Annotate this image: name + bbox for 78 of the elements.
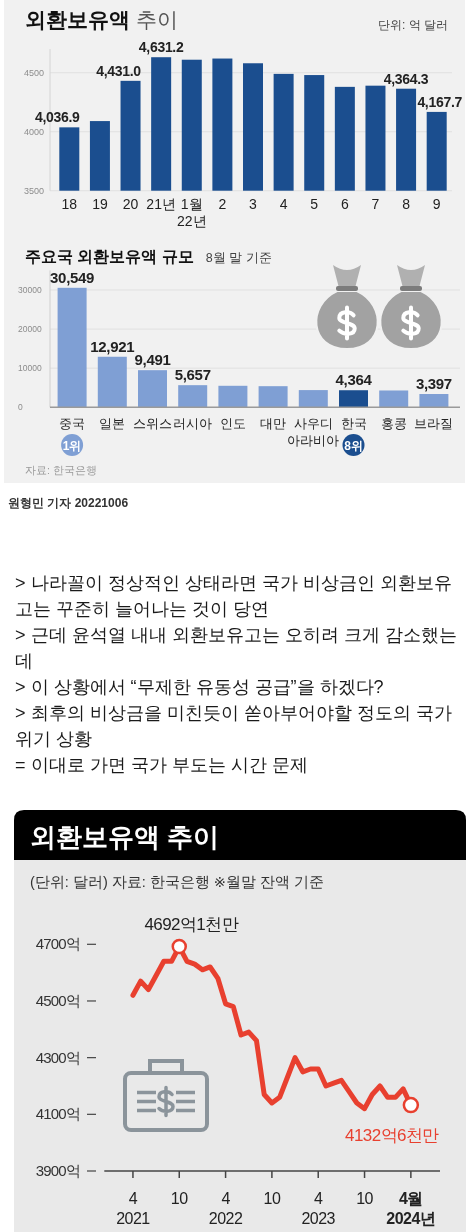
chart-subtitle: 8월 말 기준 (205, 251, 272, 265)
x-tick-label: 4 2022 (208, 1190, 243, 1227)
text: = 이대로 가면 국가 부도는 시간 문제 (15, 754, 309, 777)
annotation: 4132억6천만 (345, 1126, 440, 1146)
bar (178, 385, 208, 408)
y-tick-label: 4500 (24, 67, 45, 78)
x-tick-label: 4 2023 (301, 1190, 336, 1227)
x-tick-label: 4월 2024년 (386, 1190, 436, 1227)
x-tick-label: 1월 22년 (176, 196, 207, 229)
x-tick-label: 5 (310, 196, 319, 212)
data-label: 4,036.9 (35, 109, 81, 126)
y-tick-label: 30000 (18, 284, 42, 295)
x-tick-label: 브라질 (414, 416, 454, 431)
chart-subtitle: 단위: 억 달러 (377, 18, 448, 32)
data-label: 30,549 (50, 268, 95, 286)
y-tick-label: 3900억 (35, 1162, 80, 1179)
text: 원형민 기자 20221006 (8, 496, 129, 510)
y-tick-label: 0 (18, 402, 23, 413)
y-tick-label: 10000 (18, 363, 42, 374)
bar (97, 356, 127, 408)
x-tick-label: 9 (432, 196, 441, 212)
data-label: 4,167.7 (417, 93, 463, 110)
data-label: 4,631.2 (138, 39, 184, 56)
text: > 이 상황에서 “무제한 유동성 공급”을 하겠다? (15, 676, 385, 699)
y-tick-label: 4700억 (35, 935, 80, 953)
bar (258, 386, 288, 408)
data-label: 4,364 (335, 371, 373, 389)
x-tick-label: 19 (92, 196, 108, 212)
bar (379, 390, 409, 408)
x-tick-label: 2 (218, 196, 227, 212)
bar (419, 394, 449, 408)
chart-title: 외환보유액 추이 (25, 8, 178, 31)
x-tick-label: 18 (61, 196, 78, 212)
y-tick-label: 4100억 (35, 1105, 80, 1123)
y-tick-label: 4300억 (35, 1048, 80, 1066)
x-tick-label: 10 (170, 1190, 189, 1207)
x-tick-label: 중국 (59, 416, 86, 431)
x-tick-label: 일본 (99, 416, 126, 431)
x-tick-label: 20 (122, 196, 139, 212)
x-tick-label: 한국 (340, 416, 367, 431)
x-tick-label: 인도 (219, 416, 246, 431)
bar (138, 370, 167, 408)
bar (339, 390, 368, 408)
x-tick-label: 10 (356, 1190, 374, 1207)
y-tick-label: 4000 (24, 126, 45, 137)
x-tick-label: 10 (263, 1190, 281, 1207)
x-tick-label: 21년 (146, 196, 176, 212)
x-tick-label: 스위스 (133, 416, 172, 431)
x-tick-label: 대만 (260, 416, 287, 431)
data-label: 3,397 (415, 375, 452, 393)
text: > 근데 윤석열 내내 외환보유고는 오히려 크게 감소했는데 (15, 624, 458, 673)
text: 자료: 한국은행 (25, 464, 97, 476)
data-label: 9,491 (134, 351, 171, 369)
x-tick-label: 4 (279, 196, 288, 212)
bar (57, 287, 87, 408)
text: > 나라꼴이 정상적인 상태라면 국가 비상금인 외환보유고는 꾸준히 늘어나는 것이 당연 (15, 572, 453, 621)
x-tick-label: 8 (402, 196, 411, 212)
text: > 최후의 비상금을 미친듯이 쏟아부어야할 정도의 국가 위기 상황 (15, 702, 453, 751)
x-tick-label: 7 (371, 196, 380, 212)
x-tick-label: 6 (340, 196, 349, 212)
x-tick-label: 홍콩 (380, 416, 407, 431)
bar (298, 390, 328, 408)
y-tick-label: 4500억 (35, 991, 80, 1009)
x-tick-label: 3 (249, 196, 258, 212)
bar (218, 385, 248, 408)
chart-title: 외환보유액 추이 (30, 822, 220, 852)
chart-title: 주요국 외환보유액 규모 (25, 248, 194, 265)
chart-subtitle: (단위: 달러) 자료: 한국은행 ※월말 잔액 기준 (30, 874, 325, 890)
y-tick-label: 20000 (18, 324, 42, 335)
x-tick-label: 사우디 아라비아 (287, 416, 340, 448)
data-label: 12,921 (90, 337, 135, 355)
data-label: 5,657 (174, 366, 211, 384)
x-tick-label: 러시아 (173, 416, 213, 431)
x-tick-label: 4 2021 (116, 1190, 151, 1227)
data-label: 4,431.0 (96, 62, 142, 79)
y-tick-label: 3500 (24, 185, 45, 196)
data-label: 4,364.3 (383, 70, 429, 87)
annotation: 4692억1천만 (144, 914, 239, 934)
